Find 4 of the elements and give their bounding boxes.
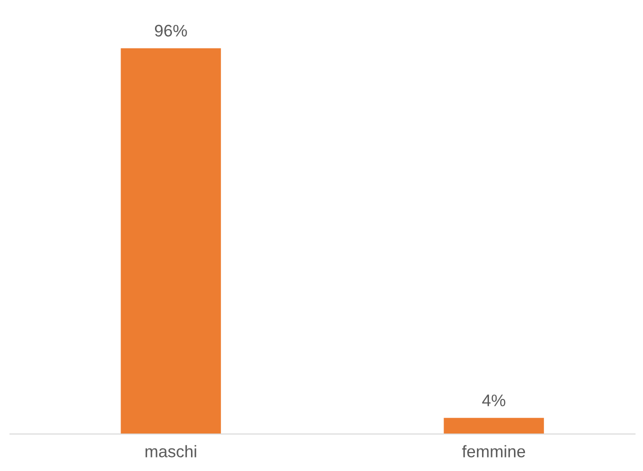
x-tick-label: maschi	[146, 445, 196, 458]
data-label: 96%	[154, 24, 187, 37]
data-label: 4%	[482, 394, 506, 406]
x-tick-label: femmine	[462, 445, 526, 458]
